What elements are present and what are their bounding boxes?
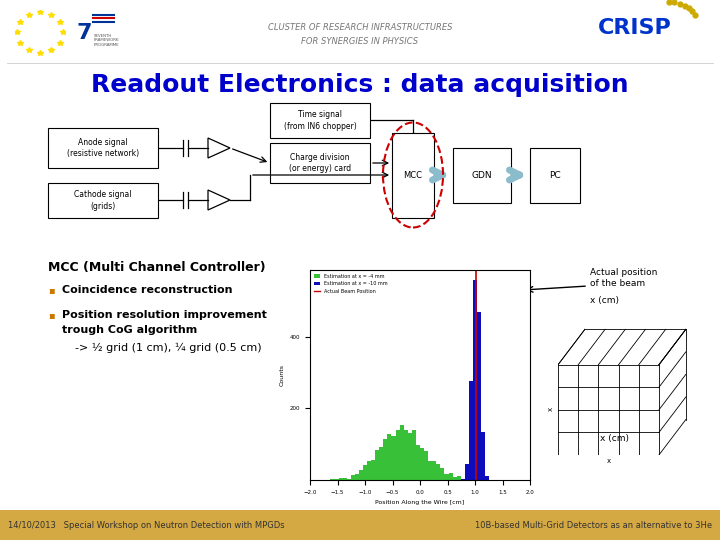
Text: Result of the CoG
algorithm: Result of the CoG algorithm [400, 295, 480, 315]
Text: x: x [548, 407, 554, 411]
Text: GDN: GDN [472, 171, 492, 180]
Text: SEVENTH
FRAMEWORK
PROGRAMME: SEVENTH FRAMEWORK PROGRAMME [94, 33, 119, 47]
Bar [338, 478, 343, 480]
Bar [371, 460, 375, 480]
Bar [335, 479, 338, 480]
Text: Actual position
of the beam: Actual position of the beam [590, 268, 657, 288]
Bar [428, 461, 432, 480]
X-axis label: Position Along the Wire [cm]: Position Along the Wire [cm] [375, 500, 464, 505]
FancyBboxPatch shape [0, 510, 720, 540]
Actual Beam Position [472, 477, 480, 483]
Text: FOR SYNERGIES IN PHYSICS: FOR SYNERGIES IN PHYSICS [302, 37, 418, 46]
Legend: Estimation at x = -4 mm, Estimation at x = -10 mm, Actual Beam Position: Estimation at x = -4 mm, Estimation at x… [312, 273, 389, 295]
Text: 14/10/2013   Special Workshop on Neutron Detection with MPGDs: 14/10/2013 Special Workshop on Neutron D… [8, 521, 284, 530]
Bar [355, 474, 359, 480]
Bar [359, 470, 363, 480]
Bar [412, 430, 416, 480]
FancyBboxPatch shape [453, 148, 511, 203]
Bar [367, 461, 371, 480]
Text: MCC (Multi Channel Controller): MCC (Multi Channel Controller) [48, 261, 266, 274]
Bar [477, 312, 481, 480]
Text: Charge division
(or energy) card: Charge division (or energy) card [289, 153, 351, 173]
Bar [456, 476, 461, 480]
Bar [453, 477, 456, 480]
FancyBboxPatch shape [530, 148, 580, 203]
Bar [441, 468, 444, 480]
Bar [461, 478, 465, 480]
Text: x (cm): x (cm) [590, 295, 619, 305]
Actual Beam Position [472, 476, 480, 483]
Text: PC: PC [549, 171, 561, 180]
Text: Coincidence reconstruction: Coincidence reconstruction [62, 285, 233, 295]
Bar [485, 476, 490, 480]
Bar [379, 447, 383, 480]
Bar [436, 463, 441, 480]
Bar [449, 473, 453, 480]
Text: Anode signal
(resistive network): Anode signal (resistive network) [67, 138, 139, 158]
Bar [444, 474, 449, 480]
Text: Time signal
(from IN6 chopper): Time signal (from IN6 chopper) [284, 111, 356, 131]
Bar [343, 478, 346, 480]
Bar [481, 431, 485, 480]
Bar [392, 436, 395, 480]
Text: 7: 7 [77, 23, 92, 43]
Bar [387, 434, 392, 480]
Text: 10B-based Multi-Grid Detectors as an alternative to 3He: 10B-based Multi-Grid Detectors as an alt… [475, 521, 712, 530]
Text: x: x [606, 458, 611, 464]
FancyBboxPatch shape [48, 128, 158, 168]
Bar [465, 463, 469, 480]
Text: Cathode signal
(grids): Cathode signal (grids) [74, 191, 132, 211]
Bar [473, 280, 477, 480]
Text: Position resolution improvement: Position resolution improvement [62, 310, 267, 320]
Bar [404, 430, 408, 480]
FancyBboxPatch shape [392, 133, 434, 218]
Bar [375, 450, 379, 480]
Text: -> ½ grid (1 cm), ¼ grid (0.5 cm): -> ½ grid (1 cm), ¼ grid (0.5 cm) [75, 343, 261, 353]
Bar [351, 475, 355, 480]
FancyBboxPatch shape [48, 183, 158, 218]
Bar [408, 433, 412, 480]
Bar [424, 451, 428, 480]
Bar [400, 424, 404, 480]
Text: ▪: ▪ [48, 285, 55, 295]
Text: Readout Electronics : data acquisition: Readout Electronics : data acquisition [91, 73, 629, 97]
FancyBboxPatch shape [270, 143, 370, 183]
Bar [420, 448, 424, 480]
Text: trough CoG algorithm: trough CoG algorithm [62, 325, 197, 335]
Bar [330, 478, 335, 480]
Text: CRISP: CRISP [598, 18, 672, 38]
Bar [432, 461, 436, 480]
Bar [416, 445, 420, 480]
Bar [363, 464, 367, 480]
Y-axis label: Counts: Counts [279, 364, 284, 386]
Text: x (cm): x (cm) [600, 434, 629, 442]
Text: CLUSTER OF RESEARCH INFRASTRUCTURES: CLUSTER OF RESEARCH INFRASTRUCTURES [268, 24, 452, 32]
Bar [346, 478, 351, 480]
Text: MCC: MCC [403, 171, 423, 180]
Text: ▪: ▪ [48, 310, 55, 320]
Bar [469, 381, 473, 480]
FancyBboxPatch shape [270, 103, 370, 138]
Bar [383, 439, 387, 480]
Bar [395, 429, 400, 480]
